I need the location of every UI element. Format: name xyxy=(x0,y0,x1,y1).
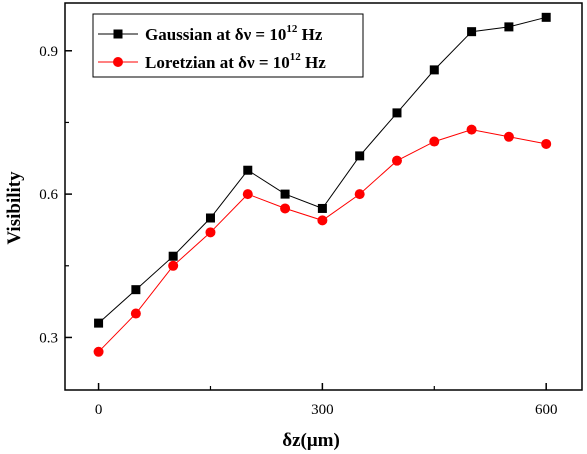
legend-exp-gaussian: 12 xyxy=(286,23,298,35)
legend-box xyxy=(92,13,364,78)
data-point-loretzian xyxy=(93,346,104,357)
data-point-gaussian xyxy=(131,285,141,295)
data-point-loretzian xyxy=(429,136,440,147)
y-tick-label: 0.6 xyxy=(39,187,58,203)
series-line-loretzian xyxy=(98,129,547,353)
data-point-loretzian xyxy=(354,189,365,200)
data-point-gaussian xyxy=(467,27,477,37)
data-point-gaussian xyxy=(392,108,402,118)
legend-marker-loretzian xyxy=(113,57,123,67)
data-point-loretzian xyxy=(130,308,141,319)
data-point-gaussian xyxy=(504,22,514,32)
data-point-loretzian xyxy=(168,260,179,271)
data-point-gaussian xyxy=(541,12,551,22)
data-point-loretzian xyxy=(391,155,402,166)
y-axis-title: Visibility xyxy=(4,171,25,245)
legend-label-gaussian: Gaussian at δν = 1012 Hz xyxy=(145,23,323,44)
data-point-gaussian xyxy=(280,189,290,199)
x-axis-title: δz(μm) xyxy=(282,430,340,451)
data-point-loretzian xyxy=(205,227,216,238)
series-loretzian xyxy=(93,124,552,357)
data-point-gaussian xyxy=(429,65,439,75)
data-point-gaussian xyxy=(243,165,253,175)
data-point-gaussian xyxy=(94,318,104,328)
data-point-gaussian xyxy=(205,213,215,223)
data-point-loretzian xyxy=(503,131,514,142)
ticks: 0 300 600 0.3 0.6 0.9 xyxy=(39,44,557,418)
legend-exp-loretzian: 12 xyxy=(290,51,302,63)
legend-label-loretzian: Loretzian at δν = 1012 Hz xyxy=(145,51,326,72)
legend-base-loretzian: Loretzian at δν = 10 xyxy=(145,53,290,72)
x-tick-label: 300 xyxy=(311,402,334,418)
legend-suffix-gaussian: Hz xyxy=(297,25,322,44)
legend-base-gaussian: Gaussian at δν = 10 xyxy=(145,25,286,44)
data-point-loretzian xyxy=(242,189,253,200)
series-gaussian xyxy=(94,12,551,328)
series-layer xyxy=(93,12,552,357)
x-tick-label: 600 xyxy=(535,402,558,418)
data-point-loretzian xyxy=(317,215,328,226)
legend-suffix-loretzian: Hz xyxy=(301,53,326,72)
y-tick-label: 0.3 xyxy=(39,330,58,346)
plot-area xyxy=(64,2,583,391)
data-point-gaussian xyxy=(355,151,365,161)
data-point-loretzian xyxy=(280,203,291,214)
data-point-loretzian xyxy=(466,124,477,135)
data-point-gaussian xyxy=(168,251,178,261)
data-point-loretzian xyxy=(541,138,552,149)
data-point-gaussian xyxy=(317,203,327,213)
legend: Gaussian at δν = 1012 Hz Loretzian at δν… xyxy=(92,13,364,78)
x-tick-label: 0 xyxy=(95,402,103,418)
legend-marker-gaussian xyxy=(113,29,123,39)
y-tick-label: 0.9 xyxy=(39,44,58,60)
plot-frame xyxy=(64,2,583,391)
